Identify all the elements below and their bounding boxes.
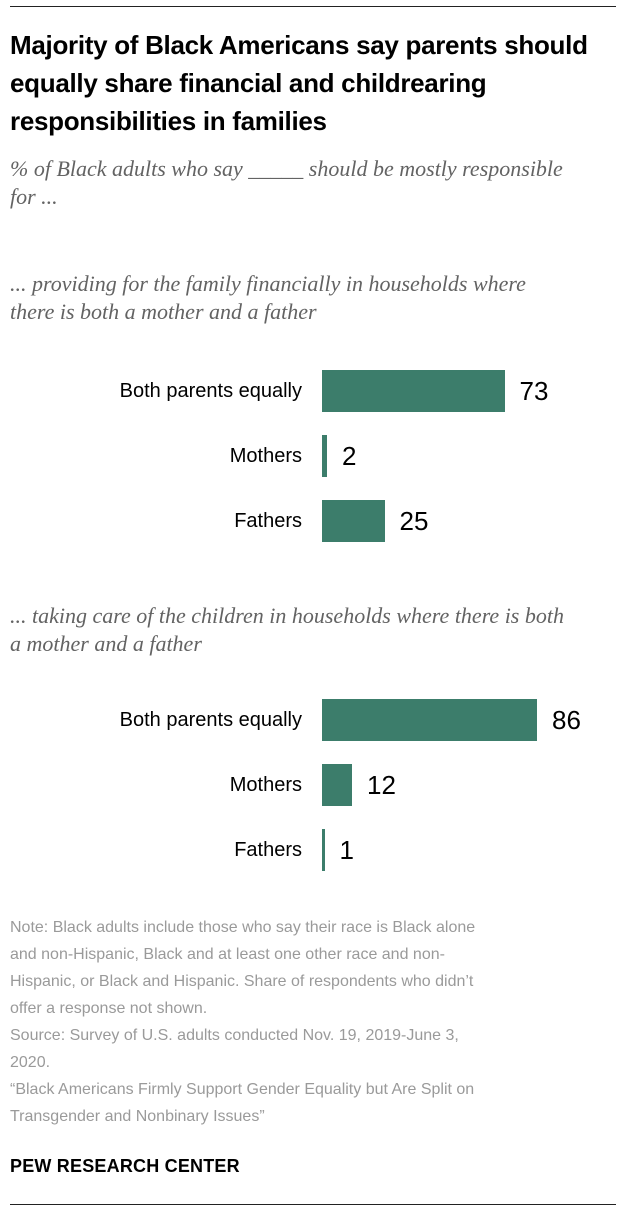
bar-area: 1 [322,829,616,871]
source-org: PEW RESEARCH CENTER [10,1156,240,1176]
bar [322,435,327,477]
bar-chart: Both parents equally 73 Mothers 2 Fathers 25 [10,370,616,542]
category-label: Mothers [229,444,302,467]
category-label: Fathers [234,509,302,532]
value-label: 25 [399,505,429,536]
bar-area: 25 [322,500,616,542]
category-label: Fathers [234,838,302,861]
footnote-line: and non-Hispanic, Black and at least one… [10,946,445,963]
chart-financial-responsibility: ... providing for the family financially… [10,270,616,542]
bar [322,699,537,741]
chart-childcare-responsibility: ... taking care of the children in house… [10,602,616,871]
category-label: Mothers [229,773,302,796]
category-label: Both parents equally [119,708,302,731]
bar [322,500,385,542]
bar-row: Mothers 2 [10,435,616,477]
footnote-line: 2020. [10,1054,51,1071]
footnote-line: Transgender and Nonbinary Issues” [10,1108,265,1125]
bar-row: Both parents equally 73 [10,370,616,412]
value-label: 73 [519,375,549,406]
footnote-line: offer a response not shown. [10,1000,208,1017]
bottom-divider [10,1204,616,1205]
value-label: 12 [367,769,396,800]
footnote-line: Note: Black adults include those who say… [10,919,476,936]
footnote-line: “Black Americans Firmly Support Gender E… [10,1081,475,1098]
bar-area: 86 [322,699,616,741]
bar-row: Fathers 25 [10,500,616,542]
bar-row: Fathers 1 [10,829,616,871]
page-subtitle: % of Black adults who say _____ should b… [10,156,563,209]
value-label: 1 [339,834,354,865]
bar-row: Both parents equally 86 [10,699,616,741]
top-divider [10,6,616,7]
bar-area: 2 [322,435,616,477]
footnote: Note: Black adults include those who say… [10,914,616,1130]
value-label: 86 [552,704,581,735]
category-label: Both parents equally [119,379,302,402]
bar-area: 73 [322,370,616,412]
bar [322,370,505,412]
footnote-line: Source: Survey of U.S. adults conducted … [10,1027,459,1044]
chart-title: ... providing for the family financially… [10,271,526,324]
chart-title: ... taking care of the children in house… [10,603,564,656]
value-label: 2 [342,440,357,471]
bar-row: Mothers 12 [10,764,616,806]
bar-area: 12 [322,764,616,806]
bar-chart: Both parents equally 86 Mothers 12 Fathers 1 [10,699,616,871]
page-title: Majority of Black Americans say parents … [10,30,588,136]
report-card: Majority of Black Americans say parents … [0,6,620,1205]
bar [322,764,352,806]
bar [322,829,325,871]
footnote-line: Hispanic, or Black and Hispanic. Share o… [10,973,474,990]
